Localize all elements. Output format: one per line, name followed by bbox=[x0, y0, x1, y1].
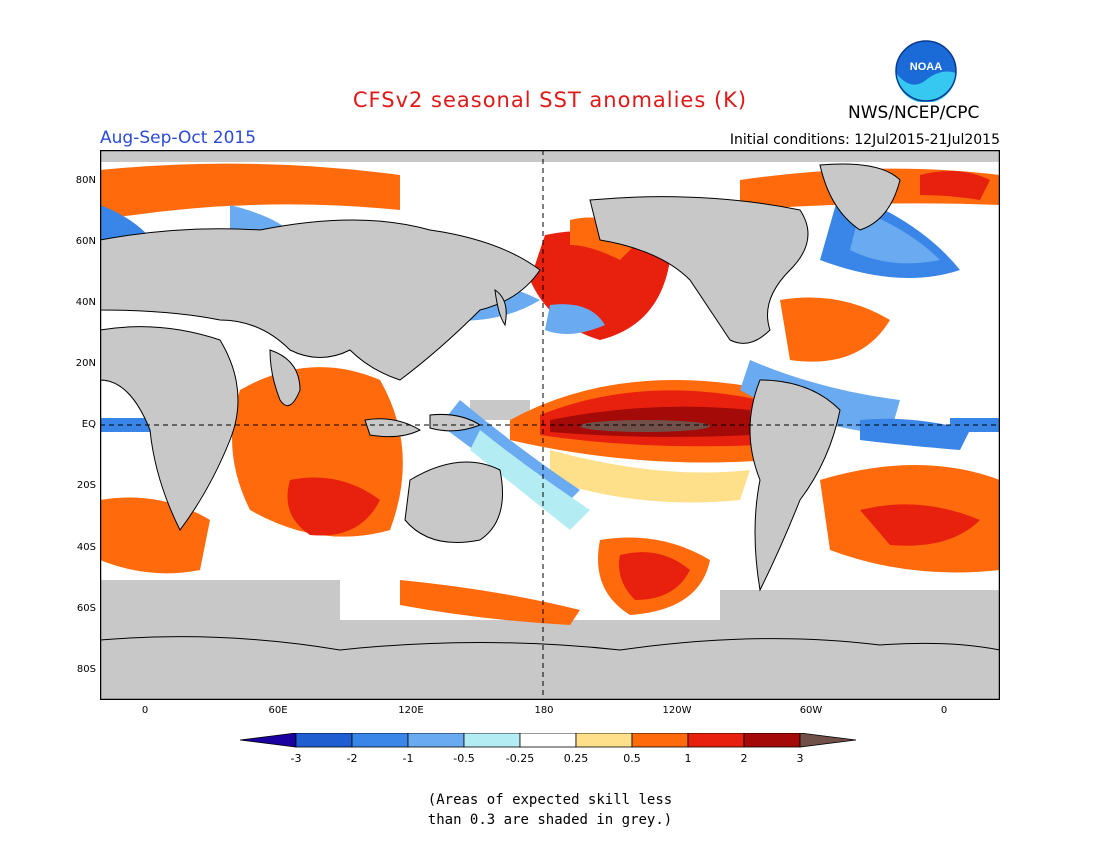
land-masses bbox=[100, 163, 1000, 700]
lat-label: 20N bbox=[75, 358, 96, 369]
initial-conditions-label: Initial conditions: 12Jul2015-21Jul2015 bbox=[729, 132, 1000, 148]
colorbar-label: 1 bbox=[684, 752, 692, 765]
chart-title: CFSv2 seasonal SST anomalies (K) bbox=[352, 88, 748, 112]
lat-label: 40S bbox=[76, 542, 96, 553]
arctic-warm bbox=[100, 163, 400, 220]
south-america bbox=[749, 379, 841, 592]
lat-label: 60N bbox=[75, 236, 96, 247]
colorbar-swatch bbox=[407, 733, 465, 748]
greenland bbox=[819, 163, 901, 231]
lat-label: 80S bbox=[76, 664, 96, 675]
north-america bbox=[589, 196, 809, 344]
colorbar-label: 0.25 bbox=[563, 752, 589, 765]
eurasia bbox=[100, 219, 541, 381]
noaa-logo: NOAA bbox=[895, 40, 957, 102]
colorbar bbox=[240, 733, 857, 748]
antarctica bbox=[100, 636, 1000, 700]
lon-label: 60E bbox=[268, 705, 288, 716]
colorbar-label: 2 bbox=[740, 752, 748, 765]
noaa-logo-text: NOAA bbox=[910, 61, 942, 73]
skill-note-line1: (Areas of expected skill less bbox=[427, 792, 673, 808]
lon-label: 120W bbox=[662, 705, 692, 716]
colorbar-label: 3 bbox=[796, 752, 804, 765]
colorbar-swatch bbox=[631, 733, 689, 748]
map-frame bbox=[100, 150, 1000, 700]
lat-label: 60S bbox=[76, 603, 96, 614]
lon-label: 180 bbox=[534, 705, 554, 716]
lat-label: EQ bbox=[81, 419, 96, 430]
lon-label: 0 bbox=[940, 705, 948, 716]
colorbar-swatch bbox=[463, 733, 521, 748]
colorbar-label: -0.25 bbox=[505, 752, 535, 765]
colorbar-label: -0.5 bbox=[453, 752, 475, 765]
colorbar-label: -1 bbox=[402, 752, 414, 765]
colorbar-arrow-right bbox=[799, 733, 857, 748]
africa bbox=[100, 326, 239, 531]
atlantic-warm bbox=[780, 297, 890, 362]
colorbar-label: 0.5 bbox=[623, 752, 641, 765]
colorbar-label: -3 bbox=[290, 752, 302, 765]
colorbar-swatch bbox=[575, 733, 633, 748]
lat-label: 20S bbox=[76, 480, 96, 491]
colorbar-swatch bbox=[743, 733, 801, 748]
period-label: Aug-Sep-Oct 2015 bbox=[100, 128, 257, 148]
lat-label: 40N bbox=[75, 297, 96, 308]
agency-label: NWS/NCEP/CPC bbox=[848, 103, 980, 123]
skill-note-line2: than 0.3 are shaded in grey.) bbox=[427, 812, 673, 828]
australia bbox=[404, 461, 503, 543]
colorbar-swatch bbox=[519, 733, 577, 748]
sst-anomaly-map bbox=[100, 150, 1000, 700]
lon-label: 0 bbox=[141, 705, 149, 716]
enso-core bbox=[580, 420, 710, 432]
colorbar-label: -2 bbox=[346, 752, 358, 765]
lon-label: 120E bbox=[398, 705, 424, 716]
colorbar-swatch bbox=[351, 733, 409, 748]
colorbar-arrow-left bbox=[240, 733, 297, 748]
colorbar-swatch bbox=[687, 733, 745, 748]
lat-label: 80N bbox=[75, 175, 96, 186]
lon-label: 60W bbox=[799, 705, 823, 716]
colorbar-swatch bbox=[295, 733, 353, 748]
